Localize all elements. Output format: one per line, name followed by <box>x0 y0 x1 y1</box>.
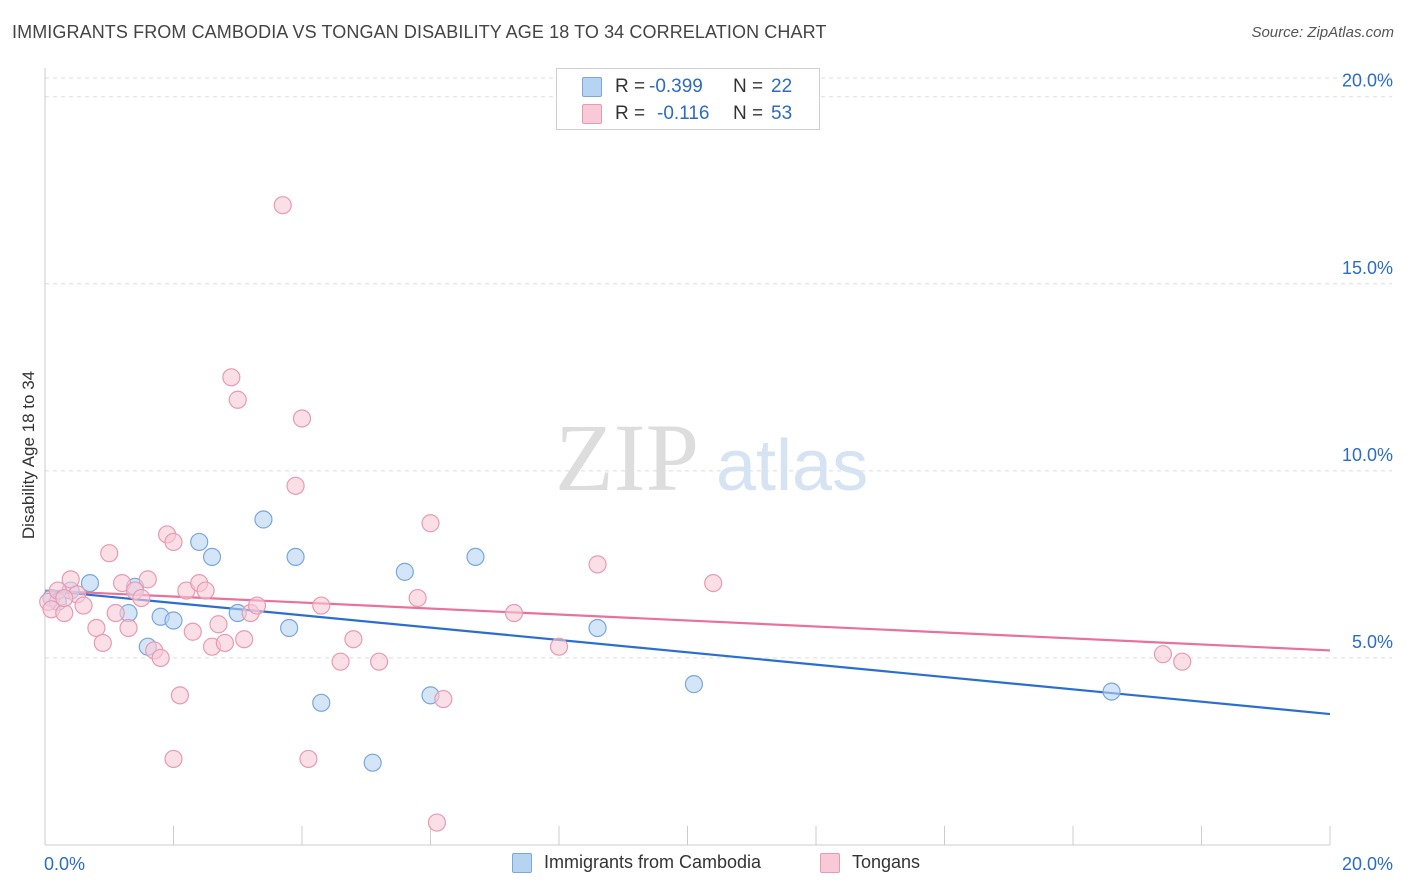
r-value: -0.116 <box>657 103 710 124</box>
tongan-point <box>55 588 74 608</box>
cambodia-point <box>254 510 273 529</box>
tongan-point <box>151 648 170 668</box>
data-points <box>39 196 1192 832</box>
tongan-point <box>1153 645 1173 664</box>
tongan-point <box>312 596 331 615</box>
legend-swatch-pink <box>582 104 602 124</box>
y-tick-label: 20.0% <box>1342 71 1393 91</box>
tongan-point <box>138 570 157 589</box>
legend-label: Immigrants from Cambodia <box>544 852 762 872</box>
grid-lines <box>45 77 1392 659</box>
tongan-point <box>222 368 241 387</box>
legend-label: Tongans <box>852 852 921 872</box>
tongan-point <box>427 813 447 832</box>
tongan-point <box>209 615 228 634</box>
cambodia-point <box>1102 682 1121 701</box>
tongan-point <box>421 514 440 533</box>
tongan-point <box>344 630 363 649</box>
tongan-point <box>331 652 350 671</box>
correlation-legend: R = -0.399 N = 22 R = -0.116 N = 53 <box>556 68 820 130</box>
legend-swatch-blue <box>512 853 532 873</box>
tongan-point <box>549 637 569 656</box>
tongan-point <box>170 686 190 705</box>
cambodia-point <box>80 573 100 593</box>
cambodia-point <box>190 532 209 552</box>
tongan-point <box>1173 652 1192 671</box>
r-label: R = <box>615 76 646 97</box>
tongan-point <box>119 618 138 638</box>
tongan-point <box>434 689 453 709</box>
tongan-point <box>215 633 234 653</box>
n-label: N = <box>733 103 764 124</box>
axes <box>44 68 1331 846</box>
watermark-atlas: atlas <box>716 426 868 506</box>
y-axis-label: Disability Age 18 to 34 <box>19 371 38 539</box>
tongan-point <box>93 633 112 653</box>
y-tick-label: 15.0% <box>1342 258 1393 278</box>
n-value: 53 <box>771 103 793 124</box>
tongan-point <box>292 409 312 428</box>
tongan-point <box>74 596 93 615</box>
watermark-zip: ZIP <box>555 404 699 511</box>
y-tick-label: 10.0% <box>1342 445 1393 465</box>
tongan-point <box>164 532 183 552</box>
cambodia-point <box>202 547 222 567</box>
n-value: 22 <box>771 76 793 97</box>
watermark: ZIP atlas <box>555 404 868 511</box>
r-label: R = <box>615 103 646 124</box>
chart-title: IMMIGRANTS FROM CAMBODIA VS TONGAN DISAB… <box>12 22 827 42</box>
cambodia-point <box>363 753 382 772</box>
tongan-point <box>504 603 524 623</box>
y-tick-label: 5.0% <box>1352 632 1393 652</box>
tongan-point <box>61 570 80 589</box>
tongan-point <box>235 630 254 649</box>
x-tick-label: 0.0% <box>44 854 85 874</box>
tongan-point <box>247 596 267 615</box>
tongan-point <box>704 573 723 593</box>
cambodia-point <box>588 618 607 638</box>
cambodia-point <box>280 618 299 638</box>
tongan-point <box>408 588 427 608</box>
tongan-point <box>196 581 215 600</box>
tongan-point <box>87 618 106 638</box>
axis-labels: 5.0% 10.0% 15.0% 20.0% 0.0% 20.0% <box>44 71 1393 874</box>
tongan-point <box>299 749 318 769</box>
tongan-point <box>286 476 305 495</box>
tongan-point <box>183 622 202 641</box>
tongan-point <box>100 544 119 563</box>
source-label: Source: ZipAtlas.com <box>1251 24 1394 41</box>
cambodia-point <box>395 562 414 581</box>
cambodia-point <box>684 675 704 694</box>
cambodia-point <box>286 547 305 567</box>
r-value: -0.399 <box>649 76 703 97</box>
legend-swatch-blue <box>582 77 602 97</box>
tongan-point <box>164 749 183 769</box>
legend-swatch-pink <box>820 853 840 873</box>
cambodia-point <box>312 693 331 712</box>
n-label: N = <box>733 76 764 97</box>
tongan-point <box>106 603 125 623</box>
cambodia-point <box>164 611 183 630</box>
tongan-point <box>228 390 247 409</box>
tongan-point <box>273 196 292 215</box>
x-tick-label: 20.0% <box>1342 854 1393 874</box>
cambodia-point <box>466 547 485 567</box>
tongan-point <box>132 588 151 608</box>
tongan-point <box>370 652 389 671</box>
tongan-point <box>588 555 607 574</box>
